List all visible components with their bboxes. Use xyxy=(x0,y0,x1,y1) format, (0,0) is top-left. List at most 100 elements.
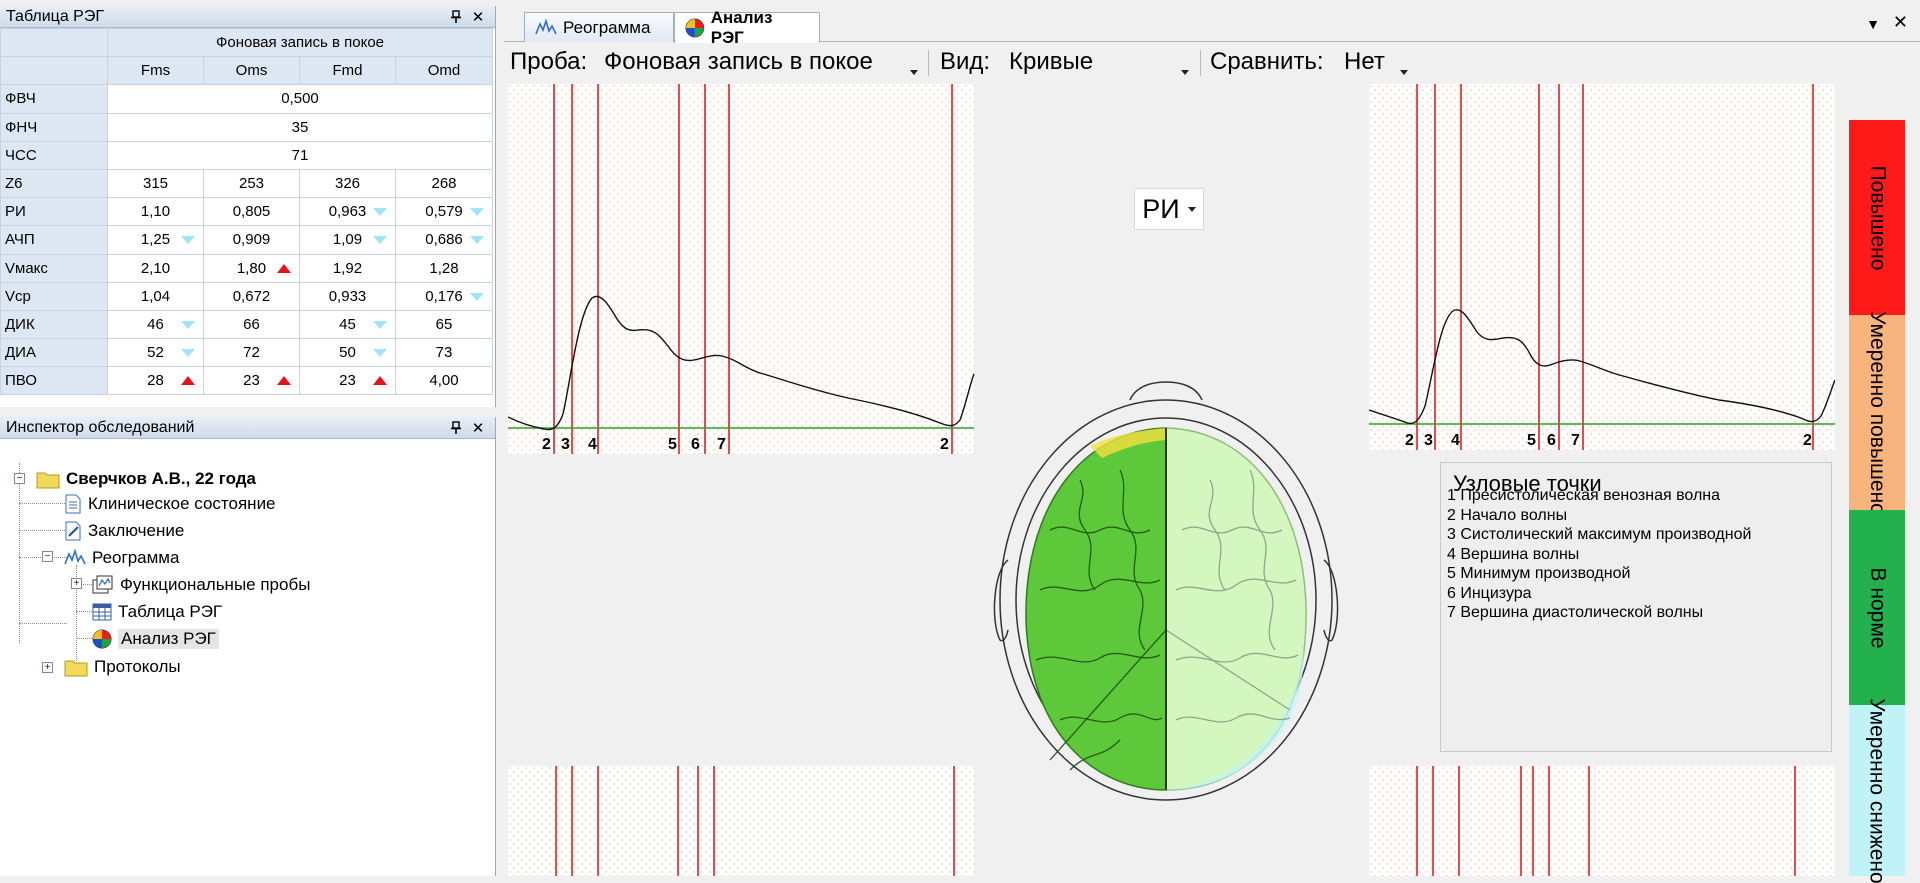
expand-icon[interactable]: + xyxy=(42,662,53,673)
reg-table-panel-header: Таблица РЭГ ✕ xyxy=(0,6,495,28)
legend-title: Узловые точки xyxy=(1453,471,1602,496)
document-tabstrip: Реограмма Анализ РЭГ ▼ ✕ xyxy=(504,8,1920,47)
table-cell: 28 xyxy=(107,366,204,396)
table-cell: 1,09 xyxy=(299,225,396,255)
cell-value: 50 xyxy=(339,344,356,362)
cell-value: 52 xyxy=(147,344,164,362)
column-header[interactable]: Fmd xyxy=(299,56,396,86)
tree-item-label: Функциональные пробы xyxy=(120,575,311,594)
compare-select[interactable]: Нет xyxy=(1344,48,1385,76)
compare-dropdown-icon[interactable] xyxy=(1400,58,1408,86)
decreased-marker-icon xyxy=(470,208,485,217)
legend-item: 7 Вершина диастолической волны xyxy=(1447,604,1704,621)
cell-value: 23 xyxy=(243,372,260,390)
merged-cell: 71 xyxy=(106,140,494,170)
cell-value: 1,92 xyxy=(332,259,363,277)
row-name: ФНЧ xyxy=(0,112,108,142)
column-header[interactable]: Oms xyxy=(203,56,300,86)
table-cell: 1,10 xyxy=(107,197,204,227)
close-icon[interactable]: ✕ xyxy=(471,8,485,26)
cell-value: 0,176 xyxy=(425,287,463,305)
tree-item-protocols[interactable]: Протоколы xyxy=(64,656,181,678)
table-cell: 0,672 xyxy=(203,281,300,311)
sample-select[interactable]: Фоновая запись в покое xyxy=(604,48,873,76)
tree-item-clinical[interactable]: Клиническое состояние xyxy=(64,493,276,515)
table-cell: 23 xyxy=(203,366,300,396)
tree-item-conclusion[interactable]: Заключение xyxy=(64,520,184,542)
compare-value: Нет xyxy=(1344,48,1385,75)
table-cell: 1,25 xyxy=(107,225,204,255)
scale-label: В норме xyxy=(1866,567,1890,648)
panel-title: Инспектор обследований xyxy=(6,418,195,436)
group-header: Фоновая запись в покое xyxy=(106,27,494,58)
column-header[interactable]: Fms xyxy=(107,56,204,86)
column-header-row: Fms Oms Fmd Omd xyxy=(0,56,494,86)
pin-icon[interactable] xyxy=(445,9,467,24)
marker-label: 6 xyxy=(691,436,700,453)
legend-item: 4 Вершина волны xyxy=(1447,545,1580,563)
collapse-icon[interactable]: − xyxy=(14,473,25,484)
tab-reg-analysis[interactable]: Анализ РЭГ xyxy=(674,8,820,47)
tree-line xyxy=(76,584,92,585)
table-row: РИ 1,10 0,805 0,963 0,579 xyxy=(0,197,494,227)
tree-item-rheogram[interactable]: Реограмма xyxy=(64,547,179,569)
folder-icon xyxy=(64,660,88,677)
cell-value: 2,10 xyxy=(140,259,171,277)
table-cell: 65 xyxy=(394,309,494,340)
table-icon xyxy=(92,603,112,621)
panel-title: Таблица РЭГ xyxy=(6,7,105,25)
tree-line xyxy=(19,623,67,624)
table-cell: 45 xyxy=(299,309,396,340)
sample-dropdown-icon[interactable] xyxy=(910,58,918,86)
right-brain-folds xyxy=(1165,469,1299,723)
cell-value: 1,10 xyxy=(140,203,171,221)
close-icon[interactable]: ✕ xyxy=(471,419,485,437)
row-name: ЧСС xyxy=(0,140,108,170)
brain-head-diagram xyxy=(993,381,1339,801)
marker-label: 2 xyxy=(542,436,551,453)
chevron-down-icon xyxy=(1187,206,1196,212)
reg-table-panel: Таблица РЭГ ✕ Фоновая запись в покое Fms… xyxy=(0,6,496,407)
sample-value: Фоновая запись в покое xyxy=(604,48,873,75)
increased-marker-icon xyxy=(277,263,291,273)
exam-tree: − Сверчков А.В., 22 года Клиническое сос… xyxy=(0,441,495,876)
tree-item-label: Таблица РЭГ xyxy=(118,602,223,621)
tab-list-dropdown-icon[interactable]: ▼ xyxy=(1866,16,1880,32)
cell-value: 0,933 xyxy=(328,287,367,305)
marker-label: 5 xyxy=(668,436,677,453)
increased-marker-icon xyxy=(181,376,195,386)
cell-value: 0,579 xyxy=(425,203,463,221)
tab-rheogram[interactable]: Реограмма xyxy=(524,12,674,42)
curve-panel-bottom-left xyxy=(508,766,974,876)
pin-icon[interactable] xyxy=(445,420,467,435)
tree-item-patient[interactable]: Сверчков А.В., 22 года xyxy=(36,468,256,490)
table-cell: 4,00 xyxy=(394,366,494,396)
tree-item-reg-table[interactable]: Таблица РЭГ xyxy=(92,601,222,623)
table-row: Vмакс 2,10 1,80 1,92 1,28 xyxy=(0,253,494,283)
expand-icon[interactable]: + xyxy=(71,578,82,589)
legend-item: 2 Начало волны xyxy=(1447,506,1568,524)
marker-label: 5 xyxy=(1527,432,1536,449)
column-header[interactable]: Omd xyxy=(394,56,494,86)
collapse-icon[interactable]: − xyxy=(42,551,53,562)
table-cell: 73 xyxy=(394,338,494,368)
decreased-marker-icon xyxy=(181,236,195,245)
cell-value: 1,25 xyxy=(140,231,171,249)
cell-value: 0,805 xyxy=(232,203,271,221)
tree-line xyxy=(76,611,92,612)
table-cell: 23 xyxy=(299,366,396,396)
view-dropdown-icon[interactable] xyxy=(1181,58,1189,86)
tree-line xyxy=(76,565,77,661)
view-select[interactable]: Кривые xyxy=(1009,48,1093,76)
view-label: Вид: xyxy=(940,48,991,75)
cell-value: 73 xyxy=(435,344,453,362)
ri-index-select[interactable]: РИ xyxy=(1134,188,1204,230)
decreased-marker-icon xyxy=(373,349,387,358)
scale-segment: В норме xyxy=(1849,510,1905,705)
reg-table: Фоновая запись в покое Fms Oms Fmd Omd ФВЧ 0… xyxy=(0,27,494,396)
tree-item-reg-analysis[interactable]: Анализ РЭГ xyxy=(92,628,219,650)
legend-item: 5 Минимум производной xyxy=(1447,565,1631,582)
tree-item-functional[interactable]: Функциональные пробы xyxy=(92,574,310,596)
close-tab-icon[interactable]: ✕ xyxy=(1892,12,1908,32)
